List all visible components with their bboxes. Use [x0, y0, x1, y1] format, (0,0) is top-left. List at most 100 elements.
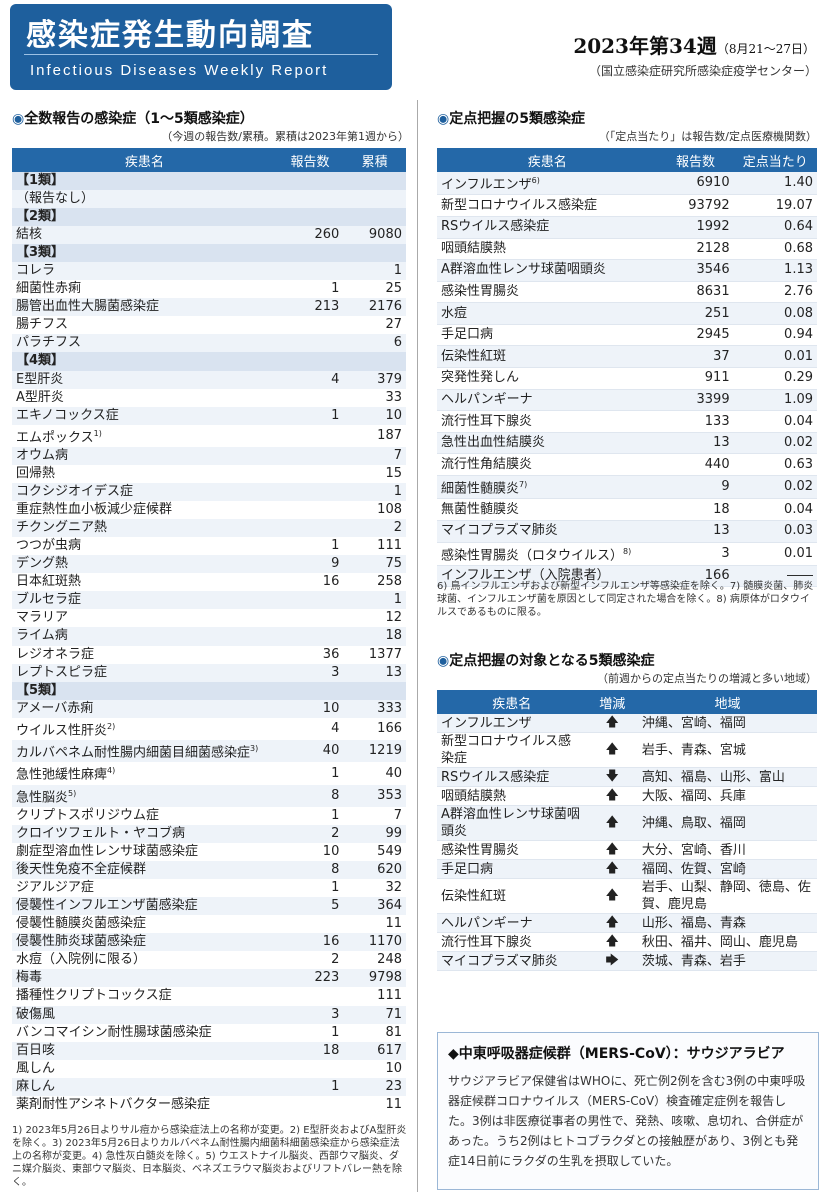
report-count: 8631 [657, 281, 734, 304]
disease-cell: 梅毒 [12, 969, 277, 988]
report-count: 3 [276, 1005, 344, 1024]
disease-name: アメーバ赤痢 [16, 700, 94, 716]
category-label: 【4類】 [12, 352, 406, 371]
left-footnote: 1) 2023年5月26日よりサル痘から感染症法上の名称が変更。2) E型肝炎お… [12, 1125, 407, 1188]
disease-cell: ヘルパンギーナ [437, 389, 658, 412]
disease-name: クリプトスポリジウム症 [16, 808, 160, 824]
right-title-text: 定点把握の5類感染症 [449, 111, 585, 127]
report-count: 1 [331, 808, 340, 824]
report-count: 5 [276, 897, 344, 916]
disease-cell: チクングニア熱 [12, 519, 277, 538]
report-count: 2 [276, 825, 344, 844]
table-row: E型肝炎 4 379 [12, 370, 406, 389]
category-row: 【5類】 [12, 681, 406, 700]
disease-name: A型肝炎 [16, 389, 64, 405]
region-list: 大阪、福岡、兵庫 [637, 786, 817, 807]
disease-name: 急性出血性結膜炎 [441, 435, 546, 451]
trend-arrow-icon: 🡇 [586, 767, 638, 788]
disease-cell: パラチフス [12, 334, 277, 353]
report-count: 1 [331, 880, 340, 896]
disease-name: レプトスピラ症 [16, 664, 108, 680]
cumulative-count: 617 [343, 1041, 406, 1060]
report-count: 4 [331, 720, 340, 736]
table-row: A群溶血性レンサ球菌咽頭炎 🡅 沖縄、鳥取、福岡 [437, 805, 817, 842]
cumulative-count: 187 [377, 427, 402, 443]
table-row: コクシジオイデス症 1 [12, 483, 406, 502]
category-row: 【3類】 [12, 244, 406, 263]
disease-name: 日本紅斑熱 [16, 574, 82, 590]
disease-cell: 侵襲性肺炎球菌感染症 [12, 933, 277, 952]
cumulative-count: 111 [377, 988, 402, 1004]
table-row: マラリア 12 [12, 609, 406, 627]
table-row: 新型コロナウイルス感染症 93792 19.07 [437, 194, 817, 217]
per-sentinel: 1.13 [733, 259, 817, 282]
cumulative-count: 1 [343, 591, 406, 610]
right-section-title: ◉定点把握の5類感染症 [437, 108, 585, 128]
cumulative-count: 353 [343, 784, 406, 807]
per-sentinel: 19.07 [733, 194, 817, 217]
disease-name: インフルエンザ [437, 714, 587, 734]
disease-cell: 新型コロナウイルス感染症 [437, 194, 658, 217]
trend-subtitle: （前週からの定点当たりの増減と多い地域） [597, 672, 817, 685]
report-count [277, 389, 344, 407]
disease-name: 急性弛緩性麻痺 [16, 767, 108, 783]
disease-name: 重症熱性血小板減少症候群 [16, 502, 173, 518]
disease-name: クロイツフェルト・ヤコブ病 [16, 826, 186, 842]
disease-name: ヘルパンギーナ [441, 391, 533, 407]
report-count [277, 465, 344, 483]
disease-cell: クリプトスポリジウム症 [12, 807, 277, 825]
report-count: 251 [657, 302, 734, 325]
disease-name: 流行性耳下腺炎 [437, 932, 587, 953]
region-list: 沖縄、宮崎、福岡 [637, 714, 817, 734]
per-sentinel: 0.63 [733, 453, 817, 477]
region-list: 山形、福島、青森 [637, 913, 817, 934]
report-count: 1 [331, 281, 340, 297]
report-count: 40 [276, 740, 344, 763]
table-row: 急性弛緩性麻痺4) 1 40 [12, 762, 406, 784]
disease-name: RSウイルス感染症 [441, 219, 550, 235]
disease-name: 侵襲性肺炎球菌感染症 [16, 934, 147, 950]
disease-name: エムポックス [16, 429, 94, 445]
report-count: 10 [276, 699, 344, 718]
disease-name: 水痘 [441, 305, 468, 321]
disease-name: 百日咳 [16, 1042, 56, 1058]
table-row: 薬剤耐性アシネトバクター感染症 11 [12, 1096, 406, 1114]
report-count: 1 [276, 406, 344, 425]
table-row: レプトスピラ症 3 13 [12, 663, 406, 682]
table-row: 腸チフス 27 [12, 316, 406, 334]
disease-name: カルバペネム耐性腸内細菌目細菌感染症 [16, 745, 251, 761]
report-count: 37 [657, 345, 734, 369]
disease-cell: 細菌性赤痢 [12, 280, 277, 298]
report-count: 10 [322, 844, 340, 860]
table-row: RSウイルス感染症 1992 0.64 [437, 216, 817, 239]
report-count: 260 [276, 226, 344, 245]
trend-arrow-icon: 🡅 [586, 805, 638, 842]
report-count: 2945 [657, 324, 734, 347]
disease-name: ブルセラ症 [16, 592, 82, 608]
footnote-ref: 7) [519, 480, 528, 490]
disease-name: 流行性角結膜炎 [441, 456, 533, 472]
disease-name: 侵襲性髄膜炎菌感染症 [16, 916, 147, 932]
cumulative-count: 7 [393, 808, 402, 824]
disease-name: 劇症型溶血性レンサ球菌感染症 [16, 844, 199, 860]
table-row: A型肝炎 33 [12, 389, 406, 407]
report-count: 3399 [657, 389, 734, 412]
title-banner: 感染症発生動向調査 Infectious Diseases Weekly Rep… [10, 4, 392, 90]
disease-cell: 手足口病 [437, 324, 658, 347]
report-count: 16 [276, 933, 344, 952]
report-count [276, 519, 344, 538]
left-section-title: ◉全数報告の感染症（1～5類感染症） [12, 108, 254, 128]
table-row: 梅毒 223 9798 [12, 969, 406, 988]
disease-cell: 無菌性髄膜炎 [437, 498, 658, 521]
mers-box: ◆中東呼吸器症候群（MERS-CoV）：サウジアラビア サウジアラビア保健省はW… [437, 1032, 819, 1190]
disease-name: 回帰熱 [16, 466, 56, 482]
disease-cell: 破傷風 [12, 1005, 277, 1024]
table-row: デング熱 9 75 [12, 555, 406, 574]
disease-name: 伝染性紅斑 [441, 348, 507, 364]
cumulative-count: 40 [385, 765, 402, 781]
disease-cell: 急性弛緩性麻痺4) [12, 762, 277, 784]
disease-cell: RSウイルス感染症 [437, 216, 658, 239]
table-row: ヘルパンギーナ 3399 1.09 [437, 389, 817, 412]
disease-cell: 結核 [12, 226, 277, 245]
report-count [277, 609, 344, 627]
